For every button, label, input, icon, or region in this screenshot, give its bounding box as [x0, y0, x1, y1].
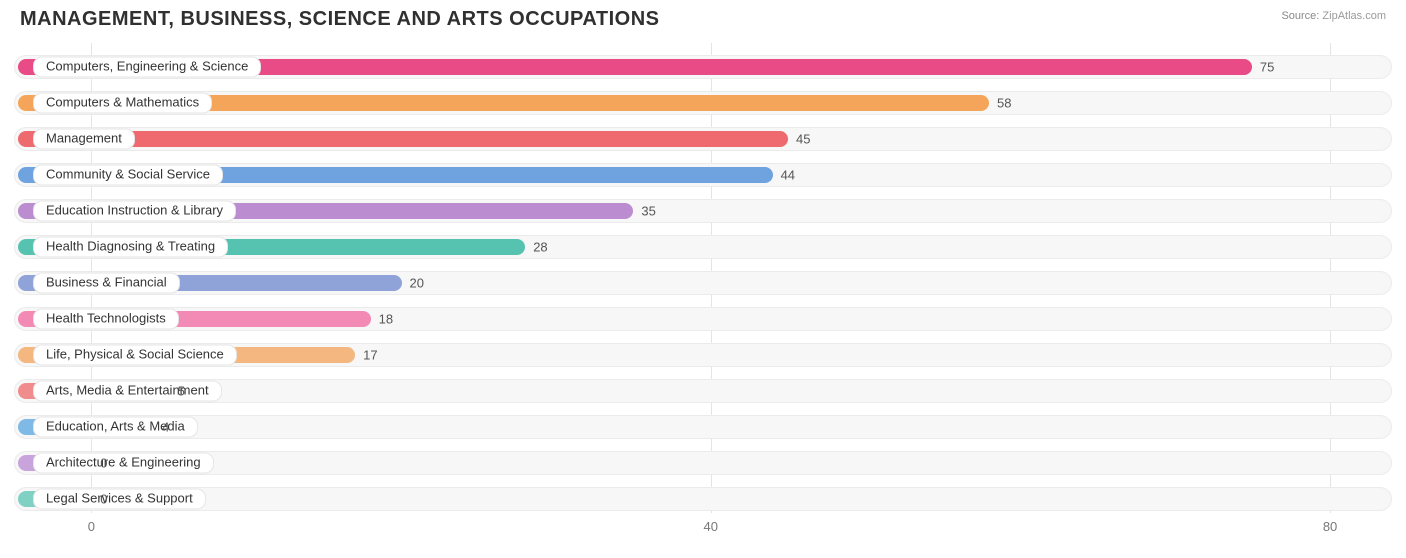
bar-track: Health Technologists 18: [14, 307, 1392, 331]
bar-label: Management: [33, 129, 135, 150]
bar-row: Life, Physical & Social Science 17: [14, 337, 1392, 373]
bar-label: Business & Financial: [33, 273, 180, 294]
bar-track: Computers, Engineering & Science 75: [14, 55, 1392, 79]
bar-track: Legal Services & Support0: [14, 487, 1392, 511]
bar-label: Legal Services & Support: [33, 489, 206, 510]
bar-row: Management 45: [14, 121, 1392, 157]
bar-track: Architecture & Engineering0: [14, 451, 1392, 475]
chart-title: MANAGEMENT, BUSINESS, SCIENCE AND ARTS O…: [20, 8, 659, 31]
bar-row: Arts, Media & Entertainment5: [14, 373, 1392, 409]
bar-row: Legal Services & Support0: [14, 481, 1392, 517]
bar-value: 0: [100, 492, 107, 507]
bar-row: Computers & Mathematics 58: [14, 85, 1392, 121]
bar-value: 20: [410, 276, 424, 291]
bar-track: Management 45: [14, 127, 1392, 151]
bar-label: Architecture & Engineering: [33, 453, 214, 474]
bar-track: Education Instruction & Library 35: [14, 199, 1392, 223]
bar-track: Health Diagnosing & Treating 28: [14, 235, 1392, 259]
bar-row: Business & Financial 20: [14, 265, 1392, 301]
bar-track: Business & Financial 20: [14, 271, 1392, 295]
bar-row: Education, Arts & Media4: [14, 409, 1392, 445]
bar-value: 58: [997, 96, 1011, 111]
bar-value: 75: [1260, 60, 1274, 75]
x-axis: 0 40 80: [14, 517, 1392, 541]
bar-row: Education Instruction & Library 35: [14, 193, 1392, 229]
x-tick-label: 40: [704, 519, 718, 534]
bar-value: 35: [641, 204, 655, 219]
bar-track: Life, Physical & Social Science 17: [14, 343, 1392, 367]
bar-label: Computers & Mathematics: [33, 93, 212, 114]
source-value: ZipAtlas.com: [1322, 10, 1386, 22]
bar-label: Health Diagnosing & Treating: [33, 237, 228, 258]
bar-track: Arts, Media & Entertainment5: [14, 379, 1392, 403]
bar-label: Education Instruction & Library: [33, 201, 236, 222]
x-tick-label: 0: [88, 519, 95, 534]
bar-value: 44: [781, 168, 795, 183]
bar-value: 28: [533, 240, 547, 255]
bar-value: 4: [162, 420, 169, 435]
bar-value: 5: [178, 384, 185, 399]
bar-label: Community & Social Service: [33, 165, 223, 186]
bar-row: Health Diagnosing & Treating 28: [14, 229, 1392, 265]
bar-row: Health Technologists 18: [14, 301, 1392, 337]
bar-label: Life, Physical & Social Science: [33, 345, 237, 366]
bar-row: Computers, Engineering & Science 75: [14, 49, 1392, 85]
plot-region: Computers, Engineering & Science75Comput…: [14, 43, 1392, 513]
bar-label: Arts, Media & Entertainment: [33, 381, 222, 402]
chart-area: Computers, Engineering & Science75Comput…: [14, 43, 1392, 541]
bar-row: Architecture & Engineering0: [14, 445, 1392, 481]
bar-value: 0: [100, 456, 107, 471]
bar-value: 18: [379, 312, 393, 327]
bar-value: 17: [363, 348, 377, 363]
bar-row: Community & Social Service 44: [14, 157, 1392, 193]
bar-track: Community & Social Service 44: [14, 163, 1392, 187]
source-label: Source:: [1281, 10, 1319, 22]
bar-value: 45: [796, 132, 810, 147]
bar-label: Computers, Engineering & Science: [33, 57, 261, 78]
bar-track: Computers & Mathematics 58: [14, 91, 1392, 115]
source-attribution: Source: ZipAtlas.com: [1281, 8, 1386, 22]
x-tick-label: 80: [1323, 519, 1337, 534]
bar-label: Health Technologists: [33, 309, 179, 330]
bar-label: Education, Arts & Media: [33, 417, 198, 438]
bar-track: Education, Arts & Media4: [14, 415, 1392, 439]
